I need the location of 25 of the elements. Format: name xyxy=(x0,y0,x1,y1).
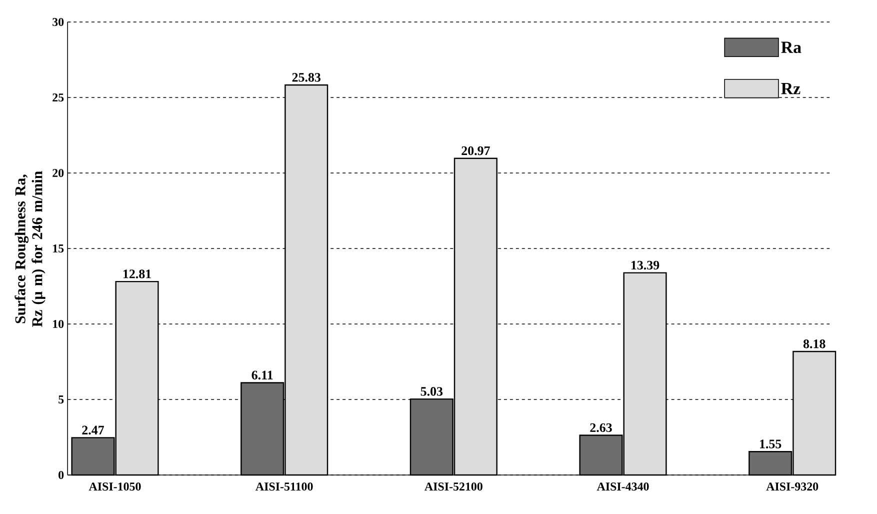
data-label: 1.55 xyxy=(760,440,782,448)
x-tick-label: AISI-9320 xyxy=(766,482,818,491)
data-label: 5.03 xyxy=(420,387,443,396)
y-tick-label: 10 xyxy=(53,320,64,328)
data-label: 13.39 xyxy=(631,260,660,270)
data-label: 2.47 xyxy=(82,426,104,435)
legend-label: Rz xyxy=(781,83,800,94)
y-tick-label: 0 xyxy=(58,470,64,480)
data-label: 25.83 xyxy=(292,72,320,82)
y-axis-title: Surface Roughness Ra, Rz (µ m) for 246 m/min xyxy=(14,171,46,327)
y-tick-label: 25 xyxy=(52,93,64,102)
x-tick-label: AISI-52100 xyxy=(424,482,482,491)
x-tick-label: AISI-51100 xyxy=(256,482,313,491)
data-label: 2.63 xyxy=(590,423,612,432)
data-label: 6.11 xyxy=(252,370,273,380)
data-label: 8.18 xyxy=(803,339,826,348)
x-tick-label: AISI-1050 xyxy=(88,482,141,491)
y-tick-label: 15 xyxy=(53,244,64,252)
y-tick-label: 30 xyxy=(52,18,64,26)
legend-label: Ra xyxy=(781,42,802,54)
data-label: 12.81 xyxy=(123,270,151,278)
data-label: 20.97 xyxy=(462,146,490,156)
y-tick-label: 20 xyxy=(52,168,64,178)
y-tick-label: 5 xyxy=(58,396,64,404)
x-tick-label: AISI-4340 xyxy=(596,482,649,491)
